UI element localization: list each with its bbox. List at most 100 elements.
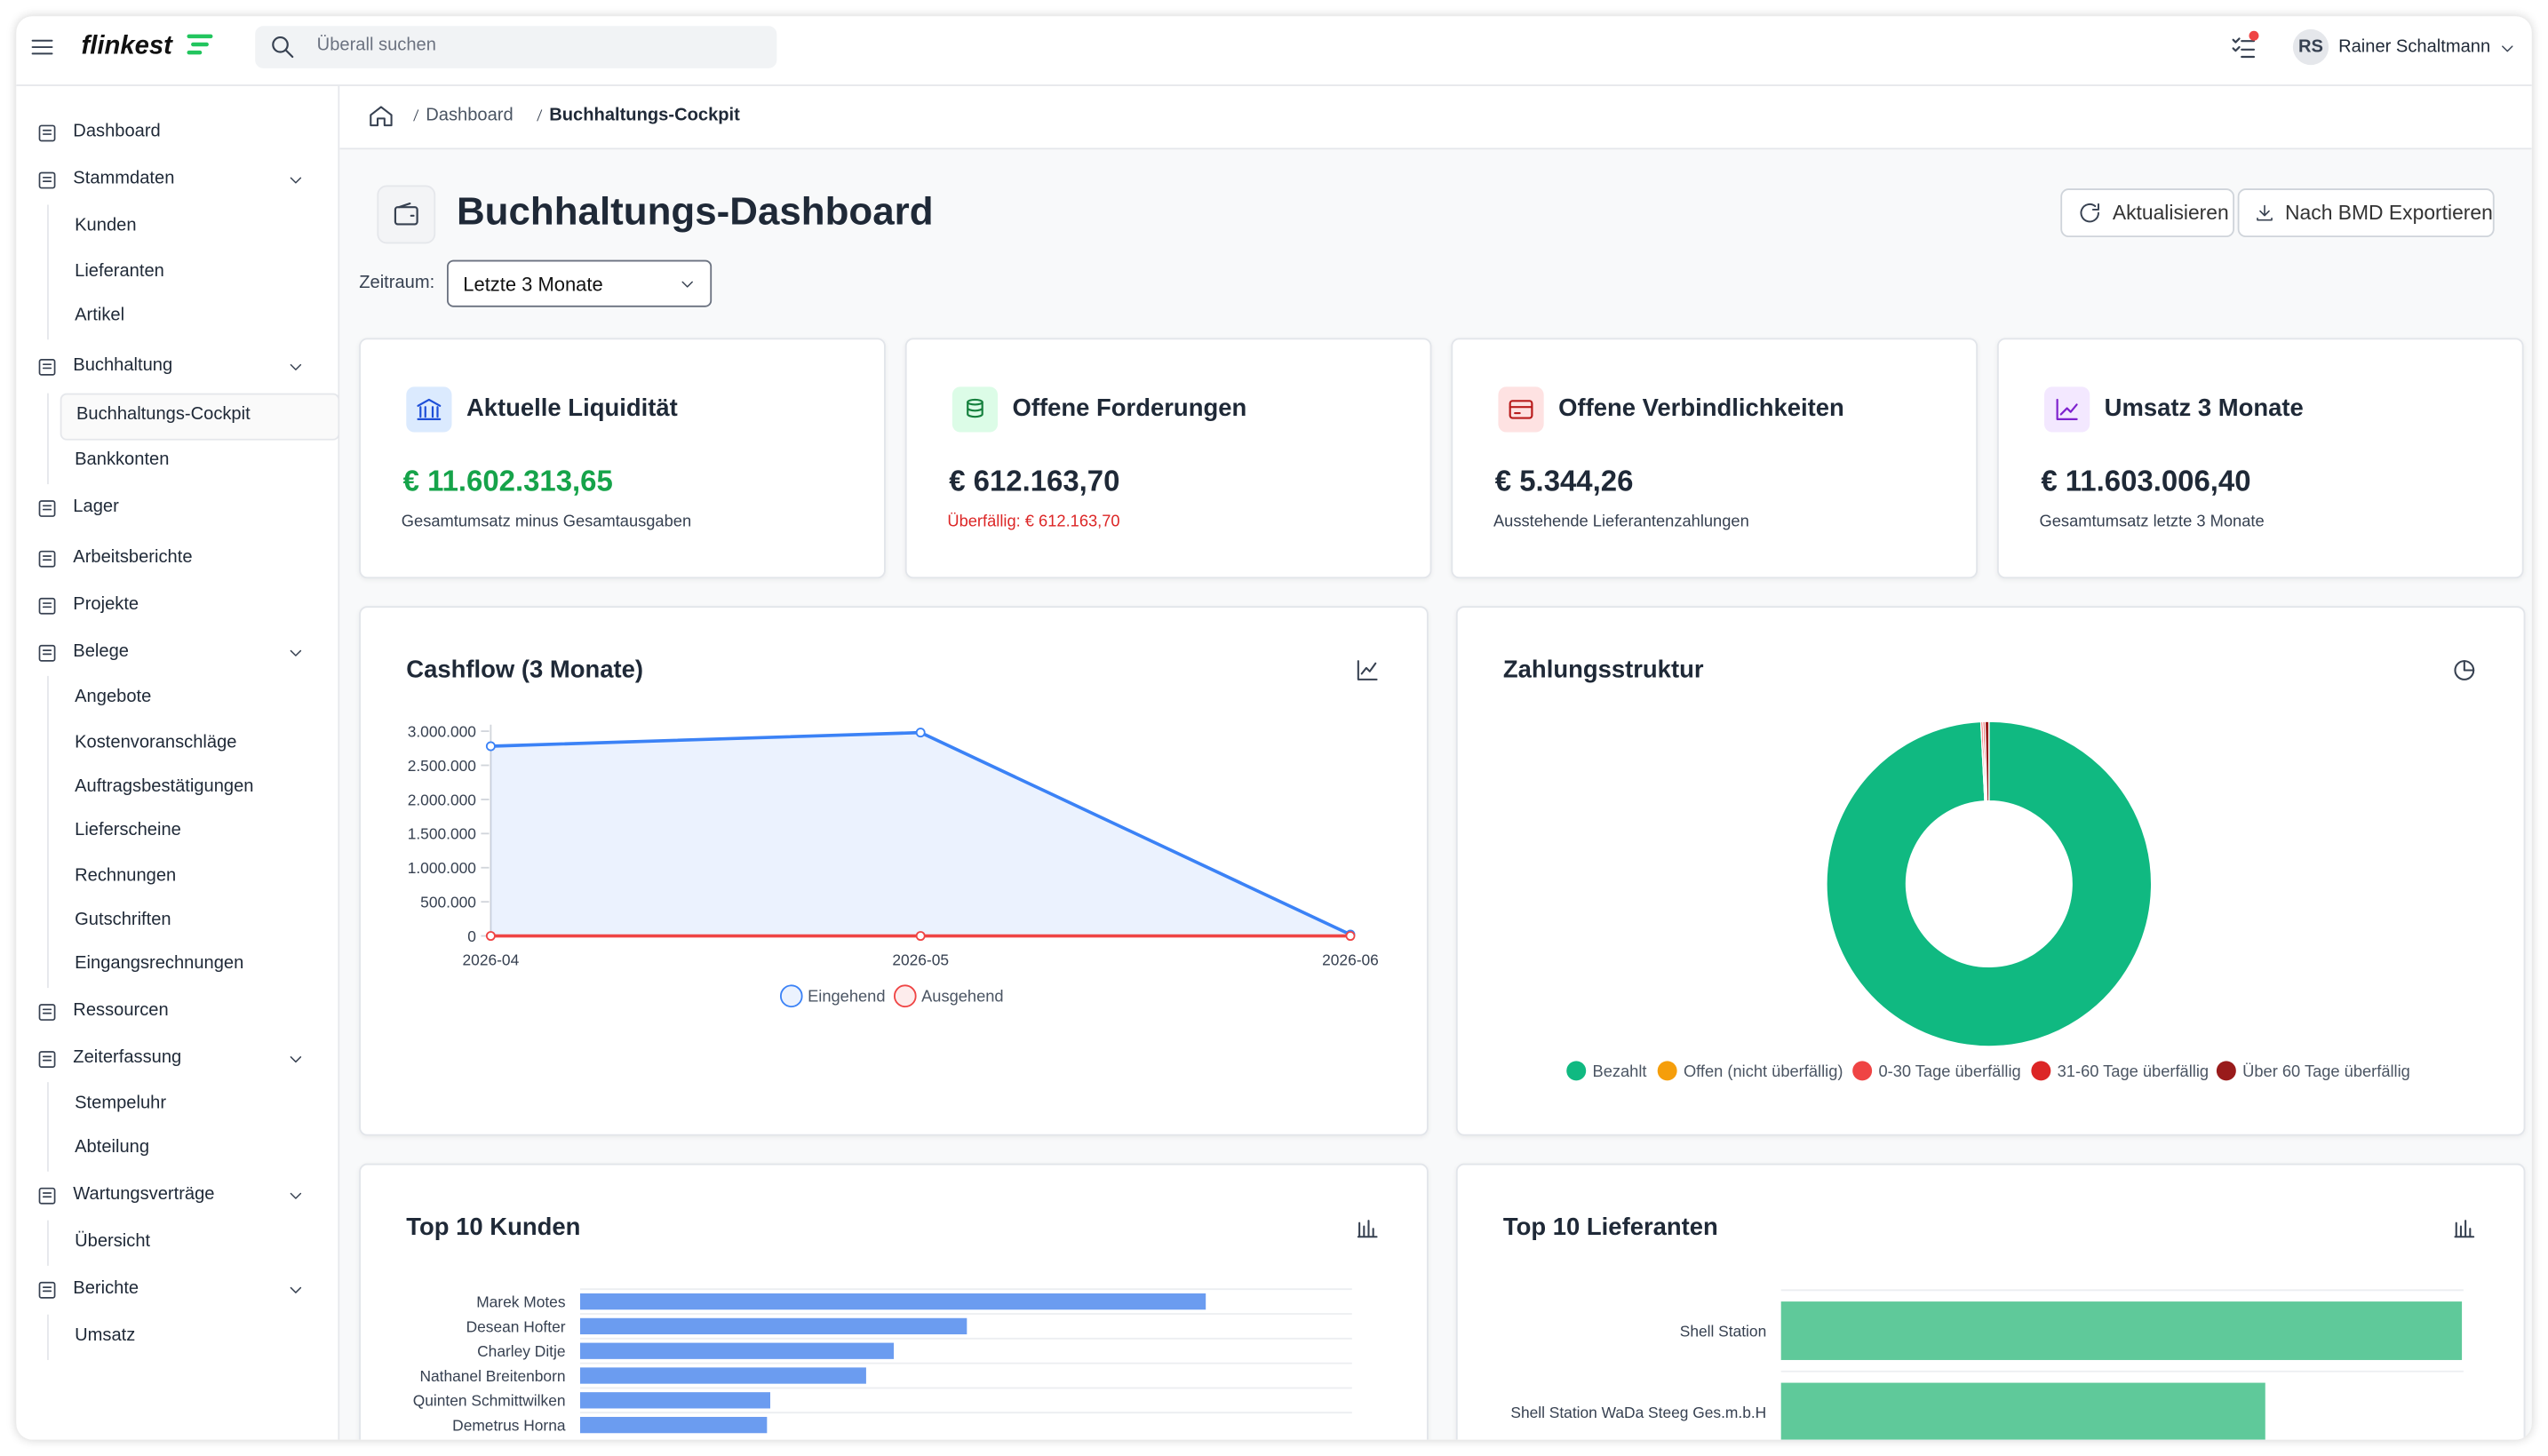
select-chevron [681, 281, 693, 288]
nav-subitem[interactable]: Kunden [75, 216, 137, 236]
nav-item[interactable]: Lager [73, 497, 119, 517]
nav-subitem[interactable]: Rechnungen [75, 865, 177, 886]
home-icon [370, 106, 393, 127]
filter-value[interactable]: Letzte 3 Monate [463, 273, 603, 296]
nav-icon [38, 358, 56, 376]
chart-icon [2454, 1220, 2475, 1238]
breadcrumb-item: Buchhaltungs-Cockpit [549, 105, 740, 125]
button-icon [2080, 203, 2099, 223]
chart-title: Top 10 Lieferanten [1502, 1213, 1718, 1242]
nav-subitem[interactable]: Eingangsrechnungen [75, 953, 244, 974]
nav-subitem[interactable]: Stempeluhr [75, 1093, 167, 1113]
nav-subitem[interactable]: Lieferanten [75, 261, 164, 282]
search-placeholder: Überall suchen [316, 36, 436, 56]
breadcrumb-bar [339, 85, 2532, 150]
nav-subitem[interactable]: Auftragsbestätigungen [75, 776, 254, 797]
nav-item[interactable]: Arbeitsberichte [73, 547, 193, 568]
nav-guide [47, 675, 49, 989]
button-icon [2257, 204, 2273, 221]
kpi-title: Umsatz 3 Monate [2104, 394, 2304, 423]
nav-item[interactable]: Projekte [73, 594, 139, 615]
button[interactable]: Aktualisieren [2060, 188, 2235, 238]
nav-guide [47, 1314, 49, 1360]
nav-icon [38, 597, 56, 615]
nav-icon [38, 1004, 56, 1021]
breadcrumb-sep [413, 109, 419, 122]
nav-subitem[interactable]: Abteilung [75, 1137, 150, 1158]
kpi-card [1451, 338, 1979, 579]
nav-icon [38, 550, 56, 568]
breadcrumb-item[interactable]: Dashboard [426, 105, 514, 125]
kpi-value: € 612.163,70 [949, 465, 1120, 497]
chart-icon [1357, 660, 1378, 680]
nav-guide [47, 204, 49, 340]
kpi-value: € 11.602.313,65 [402, 465, 613, 497]
chart-icon [1357, 1220, 1378, 1238]
kpi-sub: Ausstehende Lieferantenzahlungen [1493, 513, 1749, 532]
button-label[interactable]: Nach BMD Exportieren [2285, 201, 2493, 225]
nav-subitem[interactable]: Lieferscheine [75, 820, 181, 840]
kpi-title: Offene Verbindlichkeiten [1558, 394, 1844, 423]
nav-subitem[interactable]: Bankkonten [75, 450, 170, 470]
nav-item[interactable]: Ressourcen [73, 1000, 169, 1021]
nav-item[interactable]: Dashboard [73, 122, 161, 142]
filter-label: Zeitraum: [359, 273, 435, 293]
nav-icon [38, 500, 56, 517]
chart-card [1455, 606, 2526, 1136]
avatar[interactable]: RS [2292, 28, 2329, 66]
nav-item[interactable]: Buchhaltung [73, 355, 173, 376]
kpi-icon-box [952, 386, 999, 433]
breadcrumb-sep [537, 109, 543, 122]
nav-chevron [290, 177, 302, 184]
nav-subitem[interactable]: Artikel [75, 305, 125, 325]
nav-guide [47, 1220, 49, 1266]
nav-subitem[interactable]: Angebote [75, 687, 152, 707]
nav-icon [38, 1281, 56, 1299]
nav-item[interactable]: Stammdaten [73, 169, 175, 189]
button-label[interactable]: Aktualisieren [2112, 201, 2229, 225]
kpi-icon-box [2044, 386, 2090, 433]
kpi-icon-box [1498, 386, 1544, 433]
kpi-sub: Gesamtumsatz letzte 3 Monate [2039, 513, 2265, 532]
logo-mark [187, 34, 213, 55]
logo: flinkest [81, 32, 172, 60]
window: flinkest Überall suchen RS Rainer Schaltman… [16, 16, 2532, 1440]
filter-select[interactable]: Letzte 3 Monate [447, 259, 713, 307]
tasks-icon [2232, 37, 2256, 59]
nav-subitem[interactable]: Gutschriften [75, 910, 171, 930]
kpi-card [904, 338, 1432, 579]
nav-chevron [290, 363, 302, 370]
menu-icon [31, 39, 53, 55]
button[interactable]: Nach BMD Exportieren [2237, 188, 2495, 238]
chart-icon [2454, 660, 2475, 680]
kpi-icon [967, 398, 983, 418]
kpi-value: € 11.603.006,40 [2041, 465, 2251, 497]
user-name[interactable]: Rainer Schaltmann [2338, 37, 2491, 58]
kpi-icon-box [406, 386, 452, 433]
nav-item[interactable]: Zeiterfassung [73, 1047, 182, 1068]
main-content: Dashboard Buchhaltungs-Cockpit Buchhaltung… [339, 85, 2532, 1440]
chart-title: Cashflow (3 Monate) [406, 656, 644, 685]
page-title: Buchhaltungs-Dashboard [456, 190, 934, 235]
wallet-icon [394, 202, 418, 226]
nav-chevron [290, 1056, 302, 1063]
chart-card [359, 606, 1429, 1136]
nav-item[interactable]: Belege [73, 641, 129, 662]
nav-subitem[interactable]: Umsatz [75, 1325, 136, 1346]
nav-subitem[interactable]: Buchhaltungs-Cockpit [76, 404, 251, 425]
nav-chevron [290, 1286, 302, 1293]
nav-icon [38, 171, 56, 189]
nav-subitem[interactable]: Übersicht [75, 1231, 151, 1252]
nav-subitem[interactable]: Kostenvoranschläge [75, 732, 237, 752]
kpi-icon [2056, 398, 2078, 421]
nav-item[interactable]: Wartungsverträge [73, 1184, 215, 1205]
chart-card [359, 1163, 1429, 1440]
nav-icon [38, 1187, 56, 1205]
search-box[interactable]: Überall suchen [255, 26, 777, 68]
nav-icon [38, 1051, 56, 1068]
kpi-sub: Überfällig: € 612.163,70 [947, 513, 1120, 532]
nav-item[interactable]: Berichte [73, 1278, 139, 1299]
